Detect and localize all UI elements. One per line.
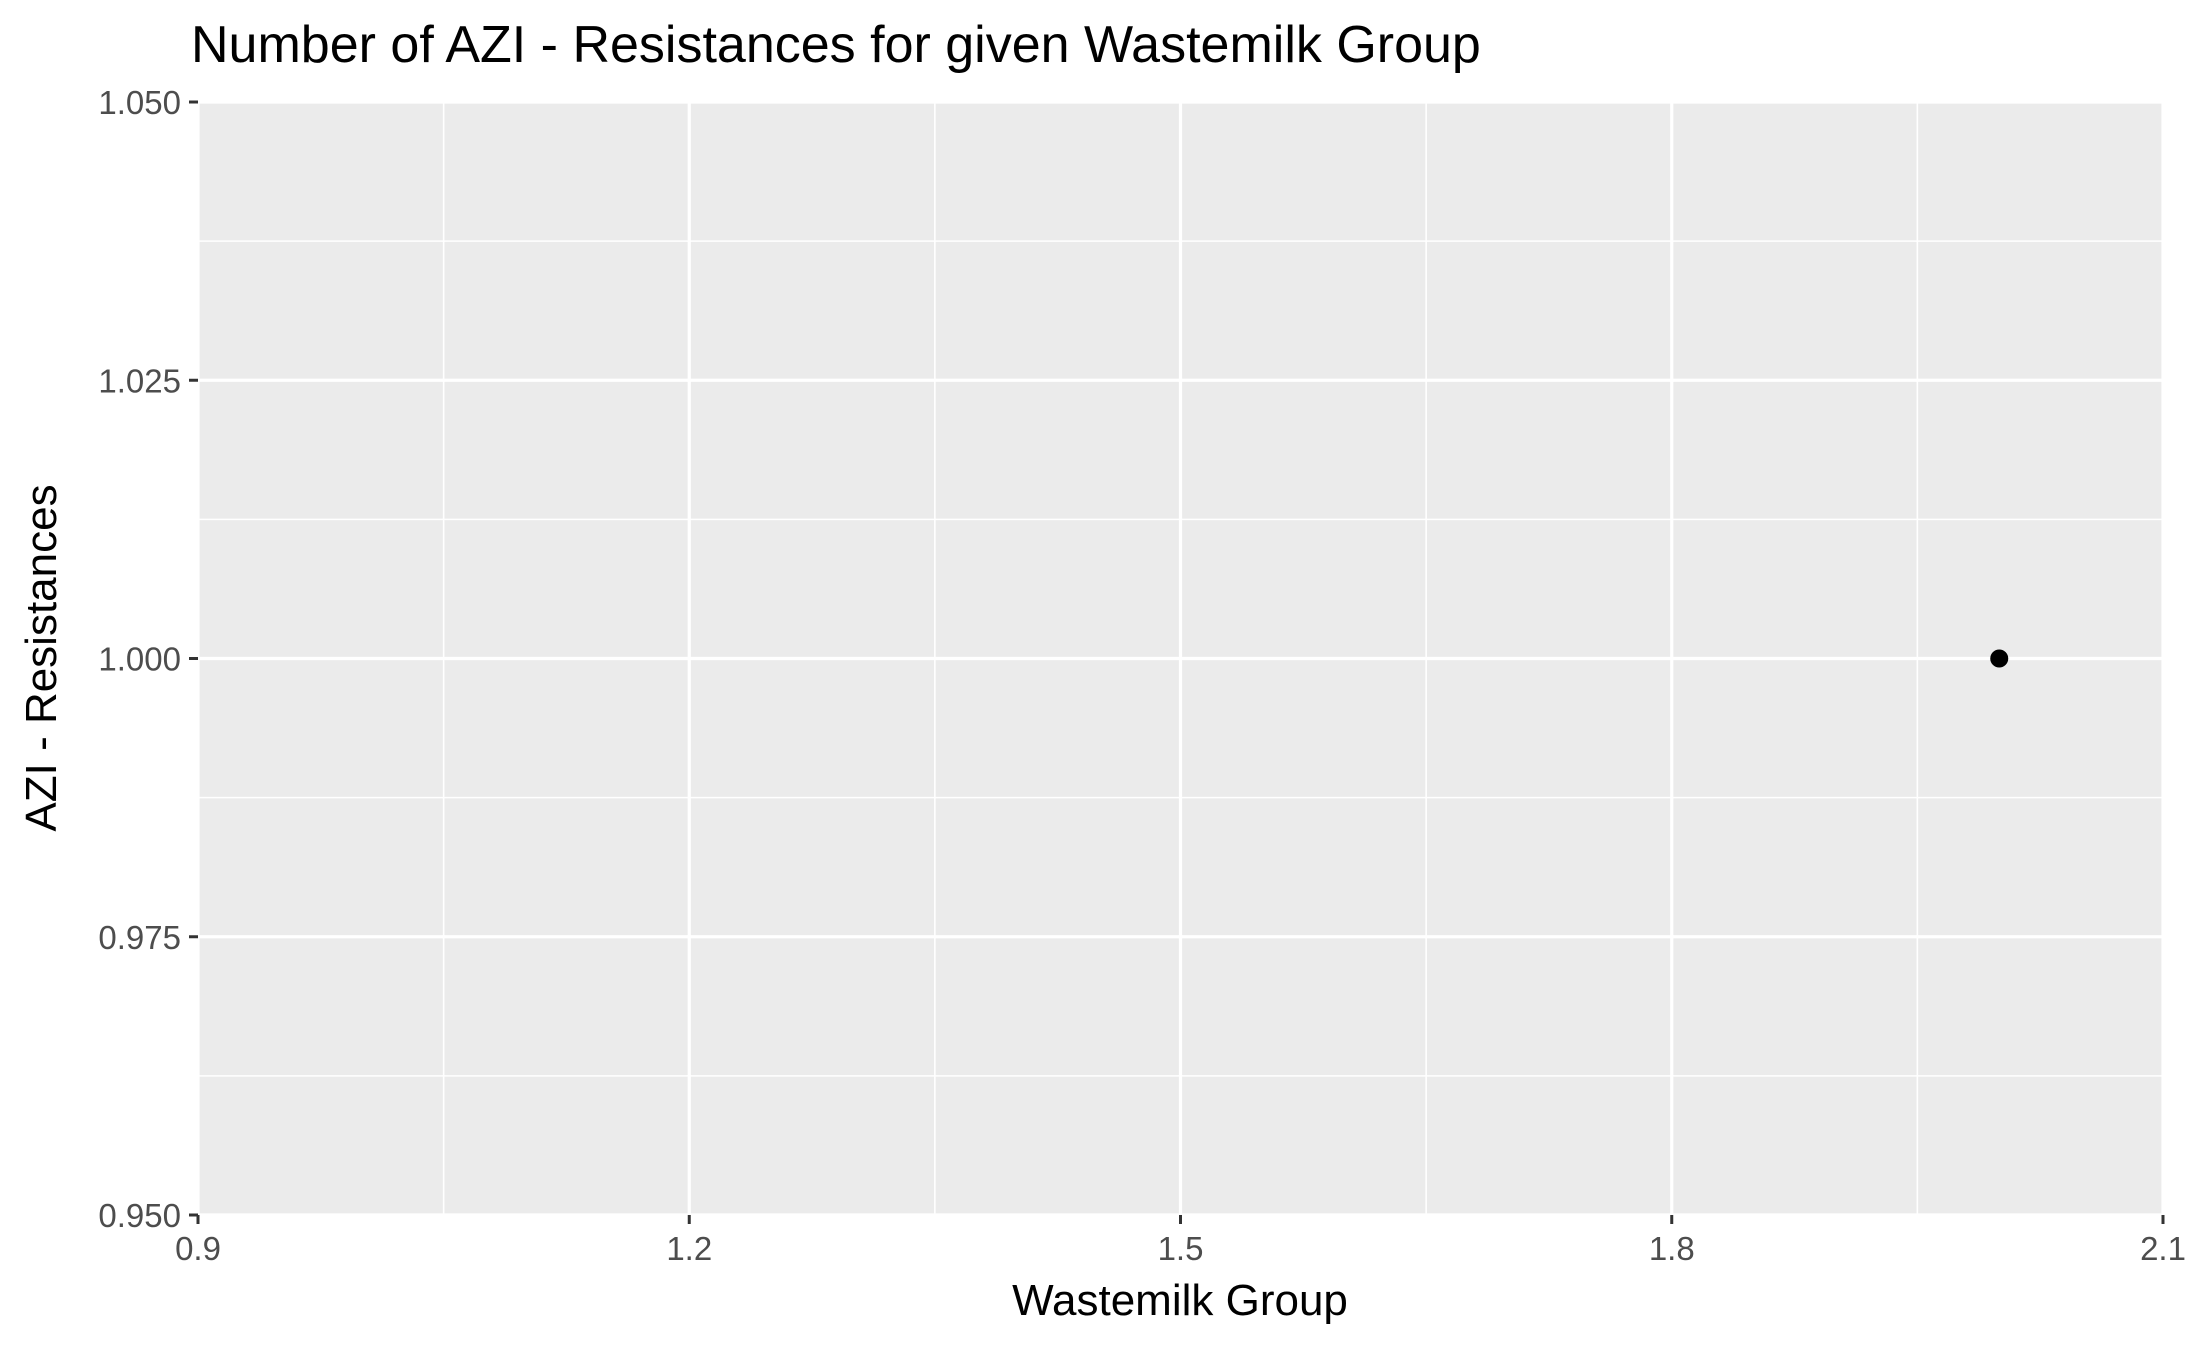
x-tick-label: 1.8	[1649, 1230, 1695, 1267]
x-tick-label: 0.9	[175, 1230, 221, 1267]
chart-title: Number of AZI - Resistances for given Wa…	[191, 16, 1481, 74]
y-tick-label: 0.975	[98, 919, 181, 956]
y-tick-label: 1.000	[98, 641, 181, 678]
x-axis-title: Wastemilk Group	[1012, 1276, 1348, 1325]
y-tick-label: 1.025	[98, 362, 181, 399]
y-axis-ticks: 0.950 0.975 1.000 1.025 1.050	[98, 84, 198, 1234]
data-point	[1990, 649, 2009, 668]
x-tick-label: 2.1	[2140, 1230, 2186, 1267]
y-tick-label: 0.950	[98, 1197, 181, 1234]
x-axis-ticks: 0.9 1.2 1.5 1.8 2.1	[175, 1215, 2186, 1267]
x-tick-label: 1.2	[666, 1230, 712, 1267]
data-points	[1990, 649, 2009, 668]
x-tick-label: 1.5	[1158, 1230, 1204, 1267]
y-axis-title: AZI - Resistances	[17, 484, 66, 831]
y-tick-label: 1.050	[98, 84, 181, 121]
